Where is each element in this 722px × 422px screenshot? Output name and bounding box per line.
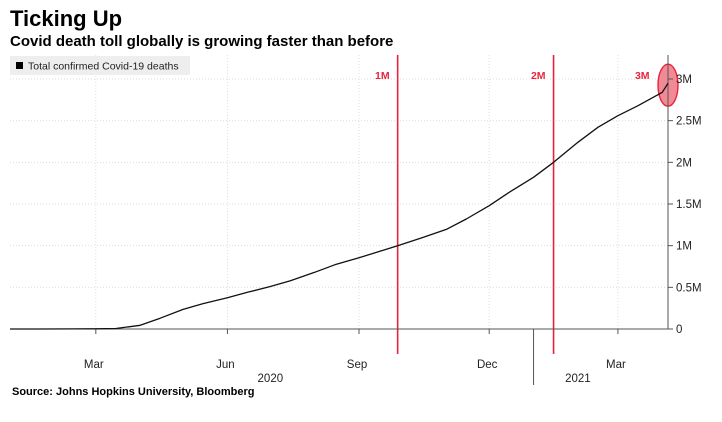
x-tick-label: Dec: [477, 359, 498, 371]
chart-title: Ticking Up: [10, 6, 123, 31]
y-tick-label: 1M: [676, 241, 692, 253]
legend-label: Total confirmed Covid-19 deaths: [28, 61, 179, 73]
milestone-label: 2M: [531, 70, 546, 82]
x-tick-label: Mar: [84, 359, 104, 371]
axes: [10, 55, 673, 385]
x-tick-label: Sep: [347, 359, 367, 371]
source-note: Source: Johns Hopkins University, Bloomb…: [12, 386, 255, 398]
labels: 0 0.5M 1M 1.5M 2M 2.5M 3M Mar Jun Sep Dec Mar 2020 20…: [84, 70, 702, 385]
chart-subtitle: Covid death toll globally is growing fas…: [10, 33, 394, 50]
legend: Total confirmed Covid-19 deaths: [10, 56, 190, 75]
y-tick-label: 0: [676, 324, 682, 336]
y-tick-label: 3M: [676, 74, 692, 86]
series: [10, 82, 669, 330]
gridlines: [10, 55, 668, 329]
legend-swatch: [16, 62, 23, 69]
y-tick-label: 0.5M: [676, 282, 702, 294]
y-tick-label: 2M: [676, 157, 692, 169]
legend-box: [10, 56, 190, 75]
milestone-label: 1M: [375, 70, 390, 82]
year-label: 2021: [565, 373, 591, 385]
year-label: 2020: [258, 373, 284, 385]
series-line: [10, 82, 669, 330]
y-tick-label: 1.5M: [676, 199, 702, 211]
x-tick-label: Mar: [606, 359, 626, 371]
y-tick-label: 2.5M: [676, 116, 702, 128]
x-tick-label: Jun: [216, 359, 235, 371]
milestone-label: 3M: [635, 70, 650, 82]
